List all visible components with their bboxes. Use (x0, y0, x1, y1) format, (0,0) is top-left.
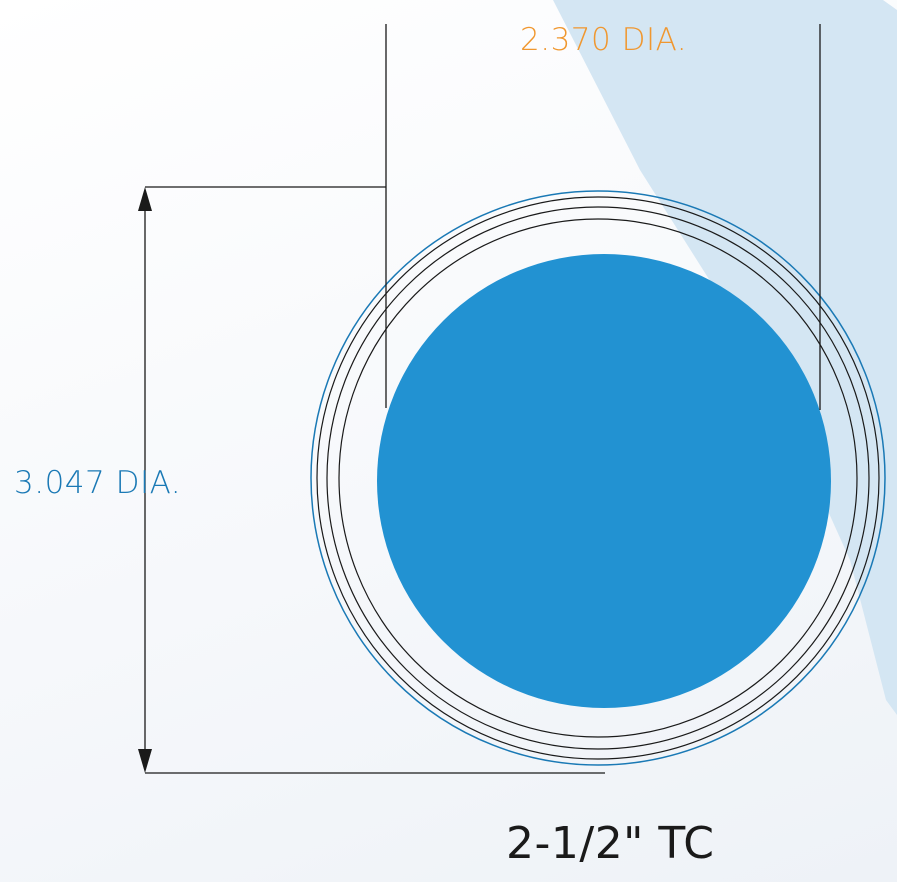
arrow-down-icon (138, 749, 152, 773)
background-band (553, 0, 897, 715)
bore-fill (377, 254, 831, 708)
ring-4 (338, 218, 858, 738)
arrow-up-icon (138, 187, 152, 211)
ring-3 (326, 206, 870, 750)
outer-diameter-label: 3.047 DIA. (14, 465, 182, 501)
ring-2 (316, 196, 880, 760)
part-size-label: 2-1/2" TC (506, 818, 715, 869)
outer-ring (310, 190, 886, 766)
inner-diameter-label: 2.370 DIA. (520, 22, 688, 58)
